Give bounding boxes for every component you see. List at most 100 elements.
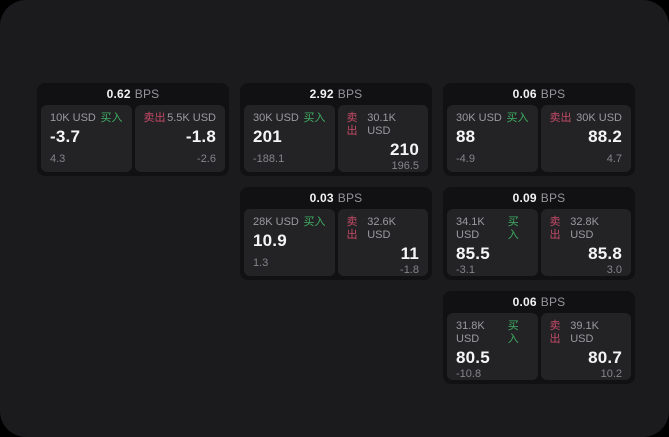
card-body: 34.1K USD 买入 85.5 -3.1 卖出 32.8K USD 85.8… bbox=[447, 209, 631, 276]
sell-side-label: 卖出 bbox=[549, 320, 561, 345]
buy-side-label: 买入 bbox=[507, 216, 519, 241]
sell-side-label: 卖出 bbox=[346, 112, 358, 137]
buy-price: -3.7 bbox=[50, 127, 81, 146]
tile-top-row: 31.8K USD 买入 bbox=[456, 320, 529, 346]
sell-side-label: 卖出 bbox=[549, 112, 572, 124]
bps-unit-label: BPS bbox=[337, 191, 363, 205]
buy-delta: 4.3 bbox=[50, 153, 66, 165]
buy-delta: -10.8 bbox=[456, 368, 482, 380]
buy-delta: -3.1 bbox=[456, 264, 475, 276]
buy-price: 10.9 bbox=[253, 231, 287, 250]
sell-price: 210 bbox=[390, 140, 419, 159]
buy-size-label: 28K USD bbox=[253, 216, 299, 228]
quote-card-grid: 0.62 BPS 10K USD 买入 -3.7 4.3 卖出 5.5K USD bbox=[37, 83, 635, 384]
quote-card: 0.06 BPS 30K USD 买入 88 -4.9 卖出 30K USD bbox=[443, 83, 635, 176]
sell-side-label: 卖出 bbox=[549, 216, 561, 241]
buy-delta: -188.1 bbox=[253, 153, 285, 165]
buy-size-label: 31.8K USD bbox=[456, 320, 485, 345]
bps-unit-label: BPS bbox=[540, 191, 566, 205]
bps-unit-label: BPS bbox=[540, 87, 566, 101]
buy-tile[interactable]: 30K USD 买入 201 -188.1 bbox=[244, 105, 335, 172]
tile-top-row: 卖出 30K USD bbox=[550, 112, 623, 125]
buy-tile[interactable]: 34.1K USD 买入 85.5 -3.1 bbox=[447, 209, 538, 276]
quote-card: 2.92 BPS 30K USD 买入 201 -188.1 卖出 30.1K … bbox=[240, 83, 432, 176]
quote-card: 0.09 BPS 34.1K USD 买入 85.5 -3.1 卖出 32.8K… bbox=[443, 187, 635, 280]
buy-price: 85.5 bbox=[456, 244, 490, 263]
buy-side-label: 买入 bbox=[506, 112, 529, 124]
sell-size-label: 30.1K USD bbox=[367, 112, 396, 137]
buy-size-label: 30K USD bbox=[456, 112, 502, 124]
sell-tile[interactable]: 卖出 5.5K USD -1.8 -2.6 bbox=[134, 105, 225, 172]
sell-tile[interactable]: 卖出 39.1K USD 80.7 10.2 bbox=[540, 313, 631, 380]
sell-size-label: 39.1K USD bbox=[570, 320, 599, 345]
sell-price: 85.8 bbox=[588, 244, 622, 263]
buy-price: 88 bbox=[456, 127, 476, 146]
card-body: 31.8K USD 买入 80.5 -10.8 卖出 39.1K USD 80.… bbox=[447, 313, 631, 380]
tile-top-row: 卖出 5.5K USD bbox=[144, 112, 217, 125]
bps-value: 2.92 bbox=[309, 87, 334, 101]
tile-top-row: 卖出 32.8K USD bbox=[550, 216, 623, 242]
sell-tile[interactable]: 卖出 32.8K USD 85.8 3.0 bbox=[540, 209, 631, 276]
sell-tile[interactable]: 卖出 30K USD 88.2 4.7 bbox=[540, 105, 631, 172]
tile-top-row: 30K USD 买入 bbox=[253, 112, 326, 125]
sell-delta: 196.5 bbox=[391, 160, 419, 172]
card-header: 0.09 BPS bbox=[447, 187, 631, 209]
sell-side-label: 卖出 bbox=[346, 216, 358, 241]
tile-top-row: 卖出 32.6K USD bbox=[347, 216, 420, 242]
bps-unit-label: BPS bbox=[337, 87, 363, 101]
buy-delta: 1.3 bbox=[253, 257, 269, 269]
sell-size-label: 30K USD bbox=[576, 112, 622, 124]
buy-side-label: 买入 bbox=[507, 320, 519, 345]
sell-delta: 10.2 bbox=[600, 368, 622, 380]
bps-unit-label: BPS bbox=[134, 87, 160, 101]
sell-delta: 4.7 bbox=[606, 153, 622, 165]
tile-top-row: 34.1K USD 买入 bbox=[456, 216, 529, 242]
tile-top-row: 10K USD 买入 bbox=[50, 112, 123, 125]
buy-tile[interactable]: 10K USD 买入 -3.7 4.3 bbox=[41, 105, 132, 172]
card-header: 2.92 BPS bbox=[244, 83, 428, 105]
buy-tile[interactable]: 31.8K USD 买入 80.5 -10.8 bbox=[447, 313, 538, 380]
buy-size-label: 34.1K USD bbox=[456, 216, 485, 241]
bps-value: 0.62 bbox=[106, 87, 131, 101]
buy-size-label: 30K USD bbox=[253, 112, 299, 124]
card-body: 30K USD 买入 201 -188.1 卖出 30.1K USD 210 1… bbox=[244, 105, 428, 172]
buy-tile[interactable]: 30K USD 买入 88 -4.9 bbox=[447, 105, 538, 172]
buy-tile[interactable]: 28K USD 买入 10.9 1.3 bbox=[244, 209, 335, 276]
bps-unit-label: BPS bbox=[540, 295, 566, 309]
bps-value: 0.09 bbox=[512, 191, 537, 205]
buy-price: 201 bbox=[253, 127, 282, 146]
sell-price: -1.8 bbox=[185, 127, 216, 146]
sell-tile[interactable]: 卖出 32.6K USD 11 -1.8 bbox=[337, 209, 428, 276]
tile-top-row: 28K USD 买入 bbox=[253, 216, 326, 229]
buy-side-label: 买入 bbox=[303, 216, 326, 228]
card-header: 0.03 BPS bbox=[244, 187, 428, 209]
sell-delta: 3.0 bbox=[606, 264, 622, 276]
tile-top-row: 卖出 30.1K USD bbox=[347, 112, 420, 138]
buy-size-label: 10K USD bbox=[50, 112, 96, 124]
sell-price: 88.2 bbox=[588, 127, 622, 146]
sell-delta: -1.8 bbox=[400, 264, 419, 276]
sell-size-label: 32.6K USD bbox=[367, 216, 396, 241]
card-header: 0.06 BPS bbox=[447, 291, 631, 313]
bps-value: 0.06 bbox=[512, 295, 537, 309]
sell-price: 80.7 bbox=[588, 348, 622, 367]
quote-card: 0.03 BPS 28K USD 买入 10.9 1.3 卖出 32.6K US… bbox=[240, 187, 432, 280]
bps-value: 0.03 bbox=[309, 191, 334, 205]
card-body: 30K USD 买入 88 -4.9 卖出 30K USD 88.2 4.7 bbox=[447, 105, 631, 172]
tile-top-row: 30K USD 买入 bbox=[456, 112, 529, 125]
sell-size-label: 5.5K USD bbox=[167, 112, 216, 124]
sell-size-label: 32.8K USD bbox=[570, 216, 599, 241]
card-body: 28K USD 买入 10.9 1.3 卖出 32.6K USD 11 -1.8 bbox=[244, 209, 428, 276]
sell-price: 11 bbox=[400, 244, 419, 263]
buy-side-label: 买入 bbox=[303, 112, 326, 124]
buy-price: 80.5 bbox=[456, 348, 490, 367]
sell-side-label: 卖出 bbox=[143, 112, 166, 124]
quote-card: 0.62 BPS 10K USD 买入 -3.7 4.3 卖出 5.5K USD bbox=[37, 83, 229, 176]
quote-card: 0.06 BPS 31.8K USD 买入 80.5 -10.8 卖出 39.1… bbox=[443, 291, 635, 384]
sell-tile[interactable]: 卖出 30.1K USD 210 196.5 bbox=[337, 105, 428, 172]
tile-top-row: 卖出 39.1K USD bbox=[550, 320, 623, 346]
card-header: 0.06 BPS bbox=[447, 83, 631, 105]
sell-delta: -2.6 bbox=[197, 153, 216, 165]
card-body: 10K USD 买入 -3.7 4.3 卖出 5.5K USD -1.8 -2.… bbox=[41, 105, 225, 172]
